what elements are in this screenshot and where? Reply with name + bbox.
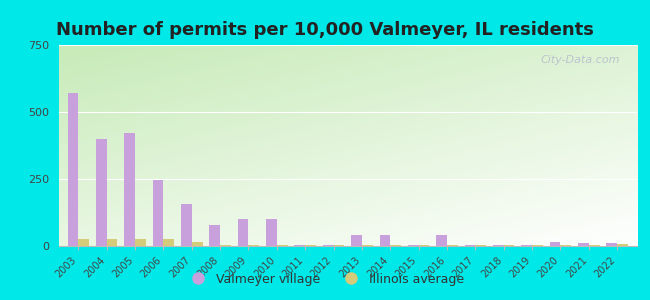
Bar bbox=[532, 245, 543, 246]
Bar bbox=[617, 244, 628, 246]
Bar bbox=[447, 245, 458, 246]
Bar bbox=[107, 239, 118, 246]
Bar bbox=[606, 243, 617, 246]
Bar bbox=[475, 245, 486, 246]
Bar bbox=[419, 245, 430, 246]
Legend: Valmeyer village, Illinois average: Valmeyer village, Illinois average bbox=[181, 268, 469, 291]
Bar bbox=[380, 235, 390, 246]
Bar bbox=[333, 245, 344, 246]
Bar bbox=[351, 235, 362, 246]
Bar bbox=[238, 219, 248, 246]
Bar bbox=[163, 239, 174, 246]
Bar bbox=[79, 239, 89, 246]
Bar bbox=[408, 245, 419, 246]
Text: Number of permits per 10,000 Valmeyer, IL residents: Number of permits per 10,000 Valmeyer, I… bbox=[56, 21, 594, 39]
Bar bbox=[266, 219, 277, 246]
Bar bbox=[209, 225, 220, 246]
Bar bbox=[192, 242, 203, 246]
Bar bbox=[135, 239, 146, 246]
Bar bbox=[493, 245, 504, 246]
Bar bbox=[465, 245, 475, 246]
Bar bbox=[504, 245, 515, 246]
Bar bbox=[294, 245, 305, 246]
Bar bbox=[550, 242, 560, 246]
Bar bbox=[390, 245, 401, 246]
Bar bbox=[68, 93, 79, 246]
Bar bbox=[277, 245, 288, 246]
Bar bbox=[436, 235, 447, 246]
Bar bbox=[589, 245, 599, 246]
Text: City-Data.com: City-Data.com bbox=[540, 55, 619, 65]
Bar bbox=[306, 245, 316, 246]
Bar bbox=[578, 243, 589, 246]
Bar bbox=[248, 245, 259, 246]
Bar bbox=[153, 180, 163, 246]
Bar bbox=[181, 205, 192, 246]
Bar bbox=[521, 245, 532, 246]
Bar bbox=[560, 245, 571, 246]
Bar bbox=[96, 139, 107, 246]
Bar bbox=[220, 245, 231, 246]
Bar bbox=[124, 134, 135, 246]
Bar bbox=[362, 245, 372, 246]
Bar bbox=[323, 245, 333, 246]
